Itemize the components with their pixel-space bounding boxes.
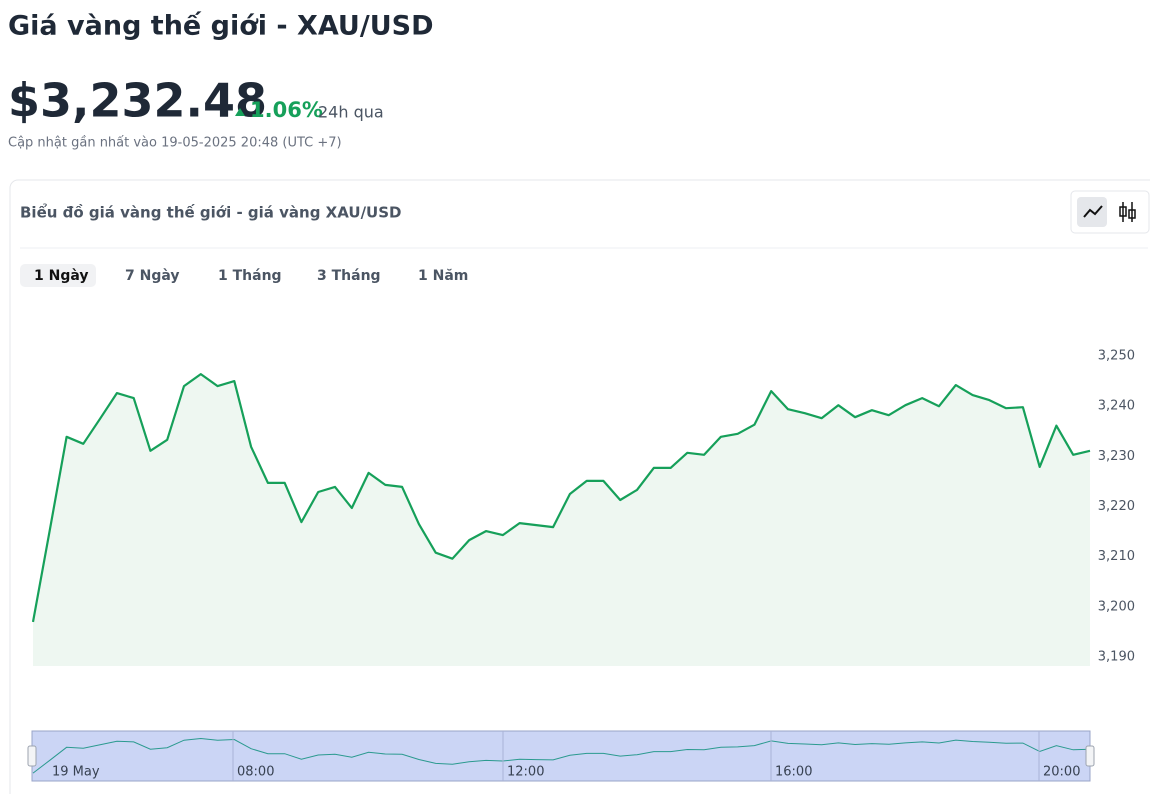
updated: Cập nhật gần nhất vào 19-05-2025 20:48 (…	[8, 136, 342, 151]
tab[interactable]: 7 Ngày	[125, 268, 180, 284]
y-tick-label: 3,240	[1098, 399, 1135, 414]
active-tab-bg	[20, 264, 96, 287]
y-tick-label: 3,250	[1098, 349, 1135, 364]
navigator-label: 19 May	[52, 765, 100, 780]
period: 24h qua	[318, 103, 384, 122]
card-title: Biểu đồ giá vàng thế giới - giá vàng XAU…	[20, 203, 401, 222]
up-arrow	[235, 108, 245, 116]
area	[33, 374, 1090, 666]
y-tick-label: 3,210	[1098, 549, 1135, 564]
y-tick-label: 3,200	[1098, 599, 1135, 614]
navigator[interactable]	[31, 730, 1091, 782]
tab[interactable]: 1 Tháng	[218, 268, 282, 284]
navigator-handle[interactable]	[1085, 745, 1095, 767]
navigator-label: 20:00	[1043, 765, 1080, 780]
navigator-label: 12:00	[507, 765, 544, 780]
change: 1.06%	[250, 98, 323, 122]
price-line	[31, 373, 1091, 623]
candle-button[interactable]	[1119, 202, 1136, 222]
page-title: Giá vàng thế giới - XAU/USD	[8, 11, 434, 42]
navigator-line	[32, 737, 1091, 774]
tab[interactable]: 1 Năm	[418, 268, 468, 284]
y-tick-label: 3,190	[1098, 650, 1135, 665]
tab[interactable]: 1 Ngày	[34, 268, 89, 284]
navigator-label: 08:00	[237, 765, 274, 780]
tab[interactable]: 3 Tháng	[317, 268, 381, 284]
navigator-handle[interactable]	[27, 745, 37, 767]
navigator-label: 16:00	[775, 765, 812, 780]
y-tick-label: 3,230	[1098, 449, 1135, 464]
y-tick-label: 3,220	[1098, 499, 1135, 514]
line-icon	[1083, 205, 1103, 218]
price: $3,232.48	[8, 74, 267, 128]
